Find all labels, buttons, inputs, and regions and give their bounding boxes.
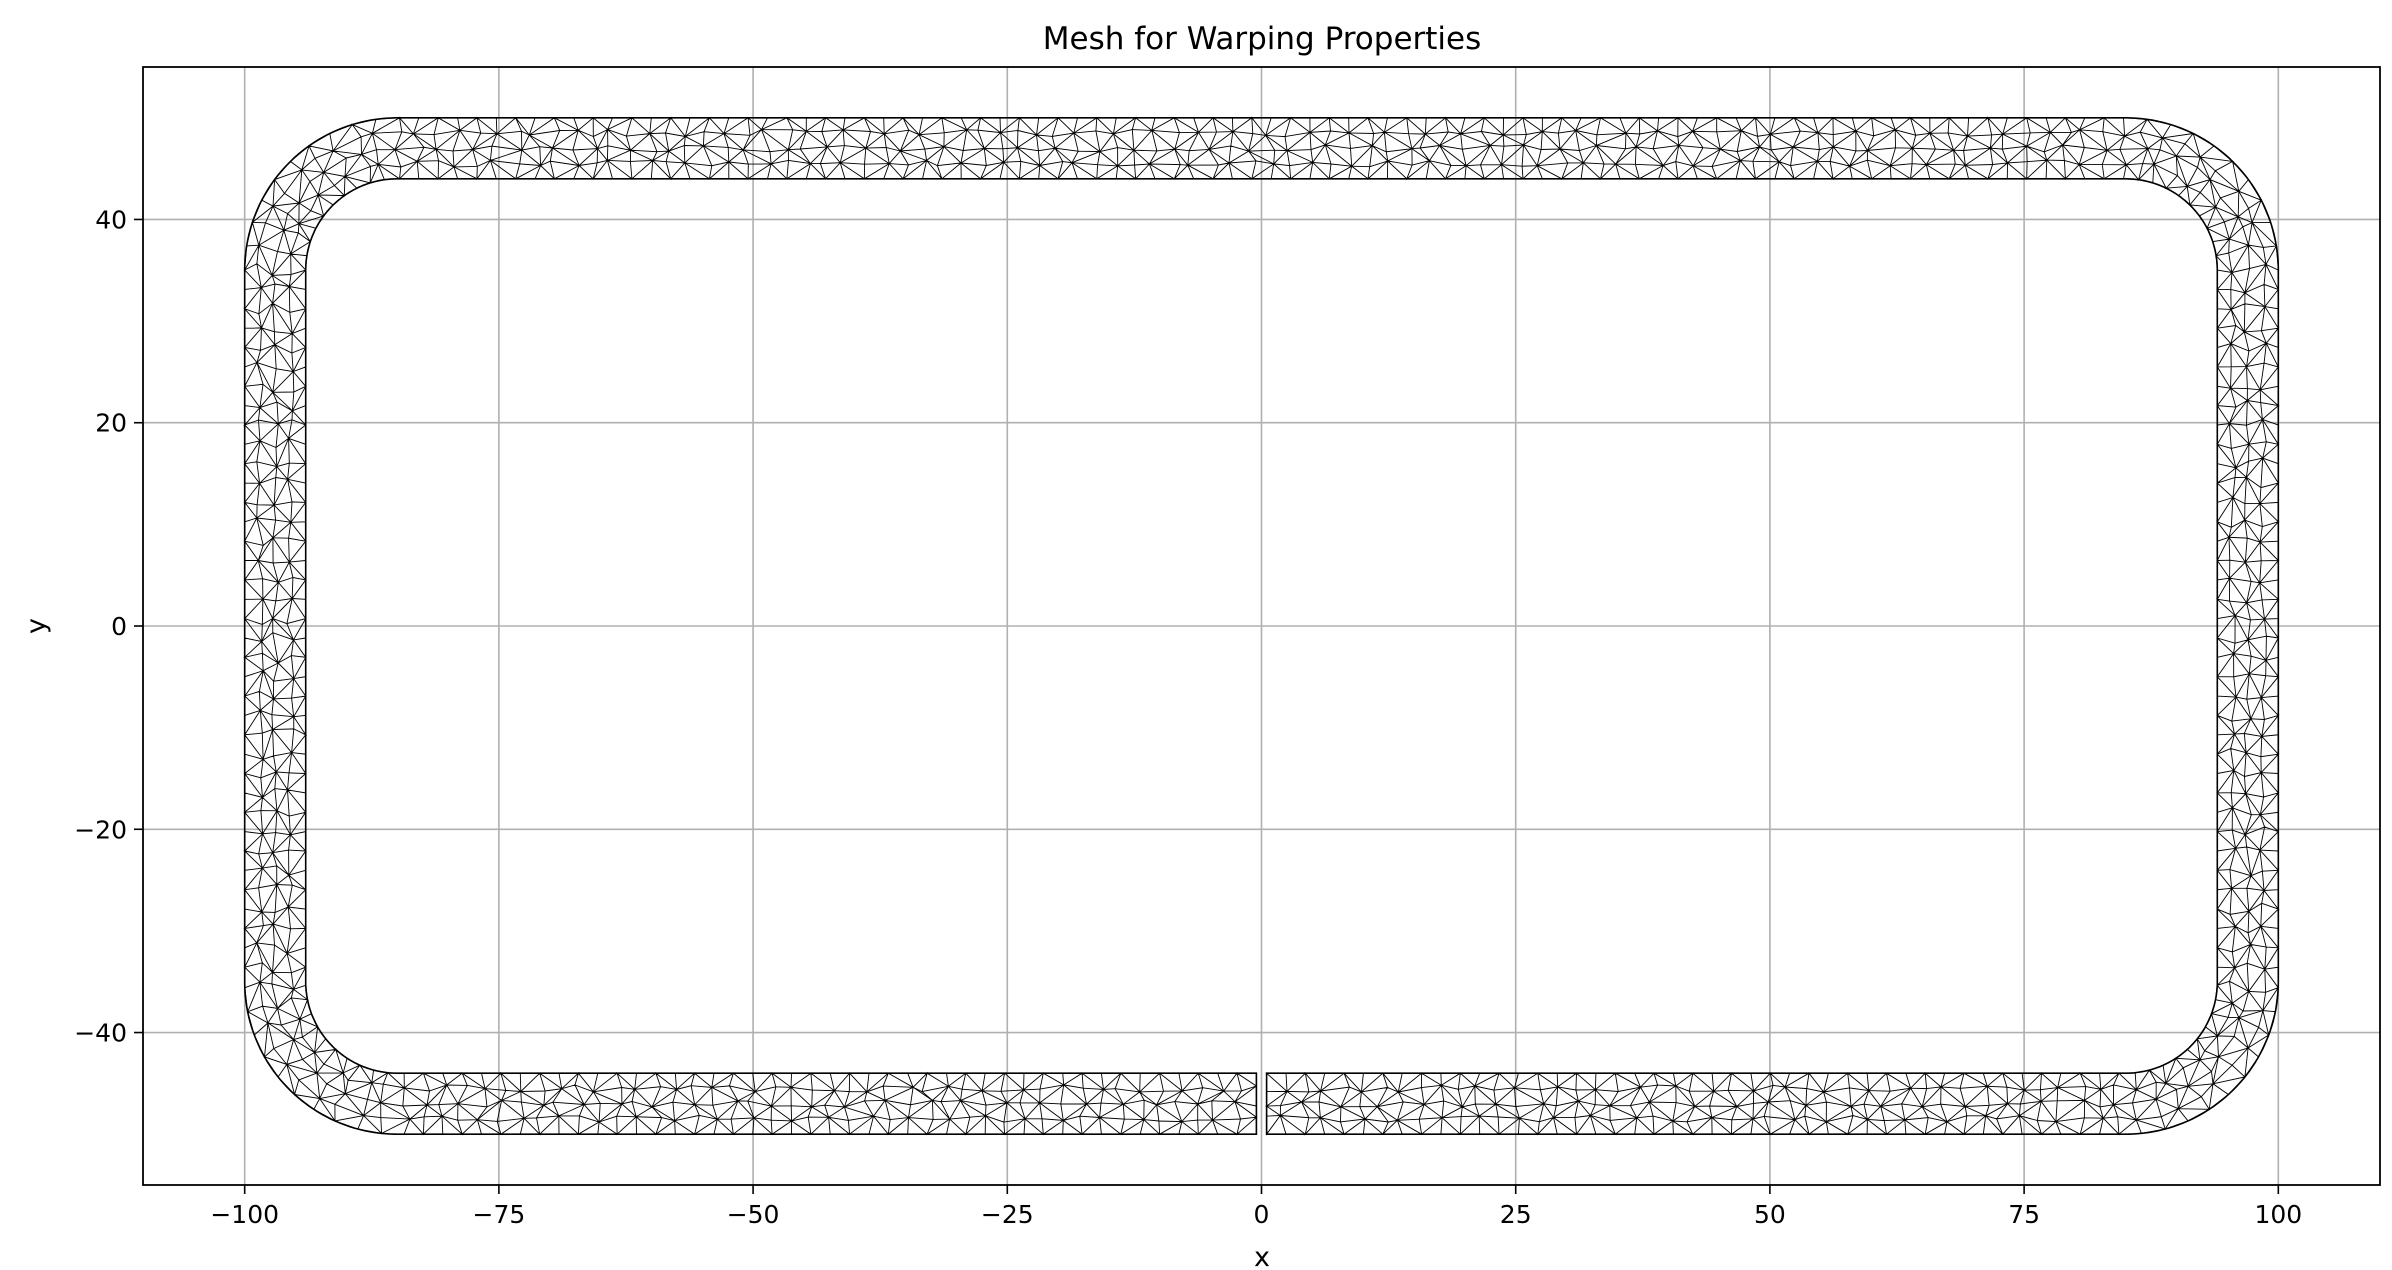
x-tick-label: 25 bbox=[1500, 1200, 1532, 1229]
x-axis-label: x bbox=[1254, 1242, 1270, 1270]
x-axis: −100 −75 −50 −25 0 25 50 75 100 bbox=[210, 1185, 2302, 1229]
mesh bbox=[243, 116, 2280, 1136]
x-tick-label: 75 bbox=[2008, 1200, 2040, 1229]
y-tick-label: −20 bbox=[74, 815, 127, 844]
x-tick-label: 50 bbox=[1754, 1200, 1786, 1229]
y-axis: −40 −20 0 20 40 bbox=[74, 205, 143, 1048]
y-axis-label: y bbox=[21, 618, 52, 634]
chart-title: Mesh for Warping Properties bbox=[1043, 21, 1482, 57]
y-tick-label: −40 bbox=[74, 1019, 127, 1048]
section-outline bbox=[243, 117, 2280, 1135]
x-tick-label: −25 bbox=[981, 1200, 1034, 1229]
x-tick-label: −50 bbox=[727, 1200, 780, 1229]
x-tick-label: −75 bbox=[473, 1200, 526, 1229]
y-tick-label: 40 bbox=[95, 205, 127, 234]
grid bbox=[143, 67, 2380, 1185]
x-tick-label: 0 bbox=[1254, 1200, 1270, 1229]
y-tick-label: 0 bbox=[111, 612, 127, 641]
x-tick-label: −100 bbox=[210, 1200, 279, 1229]
x-tick-label: 100 bbox=[2254, 1200, 2302, 1229]
mesh-triangles bbox=[243, 116, 2280, 1136]
section-boundary bbox=[243, 117, 2280, 1135]
y-tick-label: 20 bbox=[95, 409, 127, 438]
